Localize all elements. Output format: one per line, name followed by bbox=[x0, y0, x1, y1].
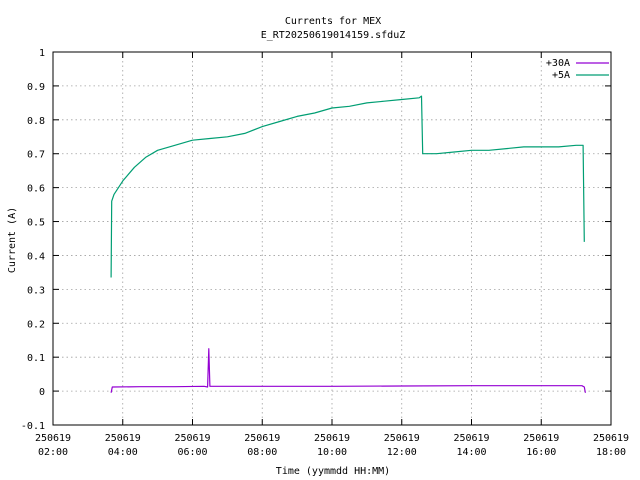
y-tick-label: -0.1 bbox=[21, 421, 45, 432]
series-line-30a bbox=[110, 348, 586, 393]
x-tick-label-date: 250619 bbox=[523, 433, 559, 444]
x-tick-label-date: 250619 bbox=[244, 433, 280, 444]
grid bbox=[53, 52, 611, 425]
x-tick-label-date: 250619 bbox=[174, 433, 210, 444]
legend-label: +5A bbox=[552, 70, 570, 81]
x-tick-label-time: 06:00 bbox=[177, 447, 207, 458]
x-tick-label-time: 14:00 bbox=[456, 447, 486, 458]
x-tick-label-time: 04:00 bbox=[108, 447, 138, 458]
x-tick-label-date: 250619 bbox=[35, 433, 71, 444]
chart-title: Currents for MEX bbox=[285, 16, 381, 27]
x-tick-label-time: 10:00 bbox=[317, 447, 347, 458]
y-tick-label: 1 bbox=[39, 48, 45, 59]
y-tick-label: 0.6 bbox=[27, 184, 45, 195]
y-tick-label: 0.3 bbox=[27, 285, 45, 296]
chart-subtitle: E_RT20250619014159.sfduZ bbox=[261, 30, 406, 41]
x-tick-label-date: 250619 bbox=[593, 433, 629, 444]
series-line-5a bbox=[110, 95, 585, 278]
y-tick-label: 0.4 bbox=[27, 251, 45, 262]
series-layer bbox=[110, 95, 586, 393]
x-tick-label-time: 02:00 bbox=[38, 447, 68, 458]
x-tick-label-time: 16:00 bbox=[526, 447, 556, 458]
y-tick-label: 0.7 bbox=[27, 150, 45, 161]
x-tick-label-time: 18:00 bbox=[596, 447, 626, 458]
y-tick-label: 0.9 bbox=[27, 82, 45, 93]
x-axis-label: Time (yymmdd HH:MM) bbox=[276, 466, 390, 477]
y-axis-label: Current (A) bbox=[7, 207, 18, 273]
x-tick-label-date: 250619 bbox=[105, 433, 141, 444]
ticks: -0.1 0 0.1 0.2 0.3 0.4 0.5 0.6 0.7 0.8 0.9 1 250619 0… bbox=[21, 48, 629, 458]
x-tick-label-time: 12:00 bbox=[387, 447, 417, 458]
y-tick-label: 0.5 bbox=[27, 218, 45, 229]
y-tick-label: 0.1 bbox=[27, 353, 45, 364]
y-tick-label: 0.2 bbox=[27, 319, 45, 330]
y-tick-label: 0 bbox=[39, 387, 45, 398]
x-tick-label-date: 250619 bbox=[314, 433, 350, 444]
legend: +30A+5A bbox=[546, 58, 609, 81]
x-tick-label-date: 250619 bbox=[453, 433, 489, 444]
x-tick-label-time: 08:00 bbox=[247, 447, 277, 458]
y-tick-label: 0.8 bbox=[27, 116, 45, 127]
x-tick-label-date: 250619 bbox=[384, 433, 420, 444]
legend-label: +30A bbox=[546, 58, 570, 69]
